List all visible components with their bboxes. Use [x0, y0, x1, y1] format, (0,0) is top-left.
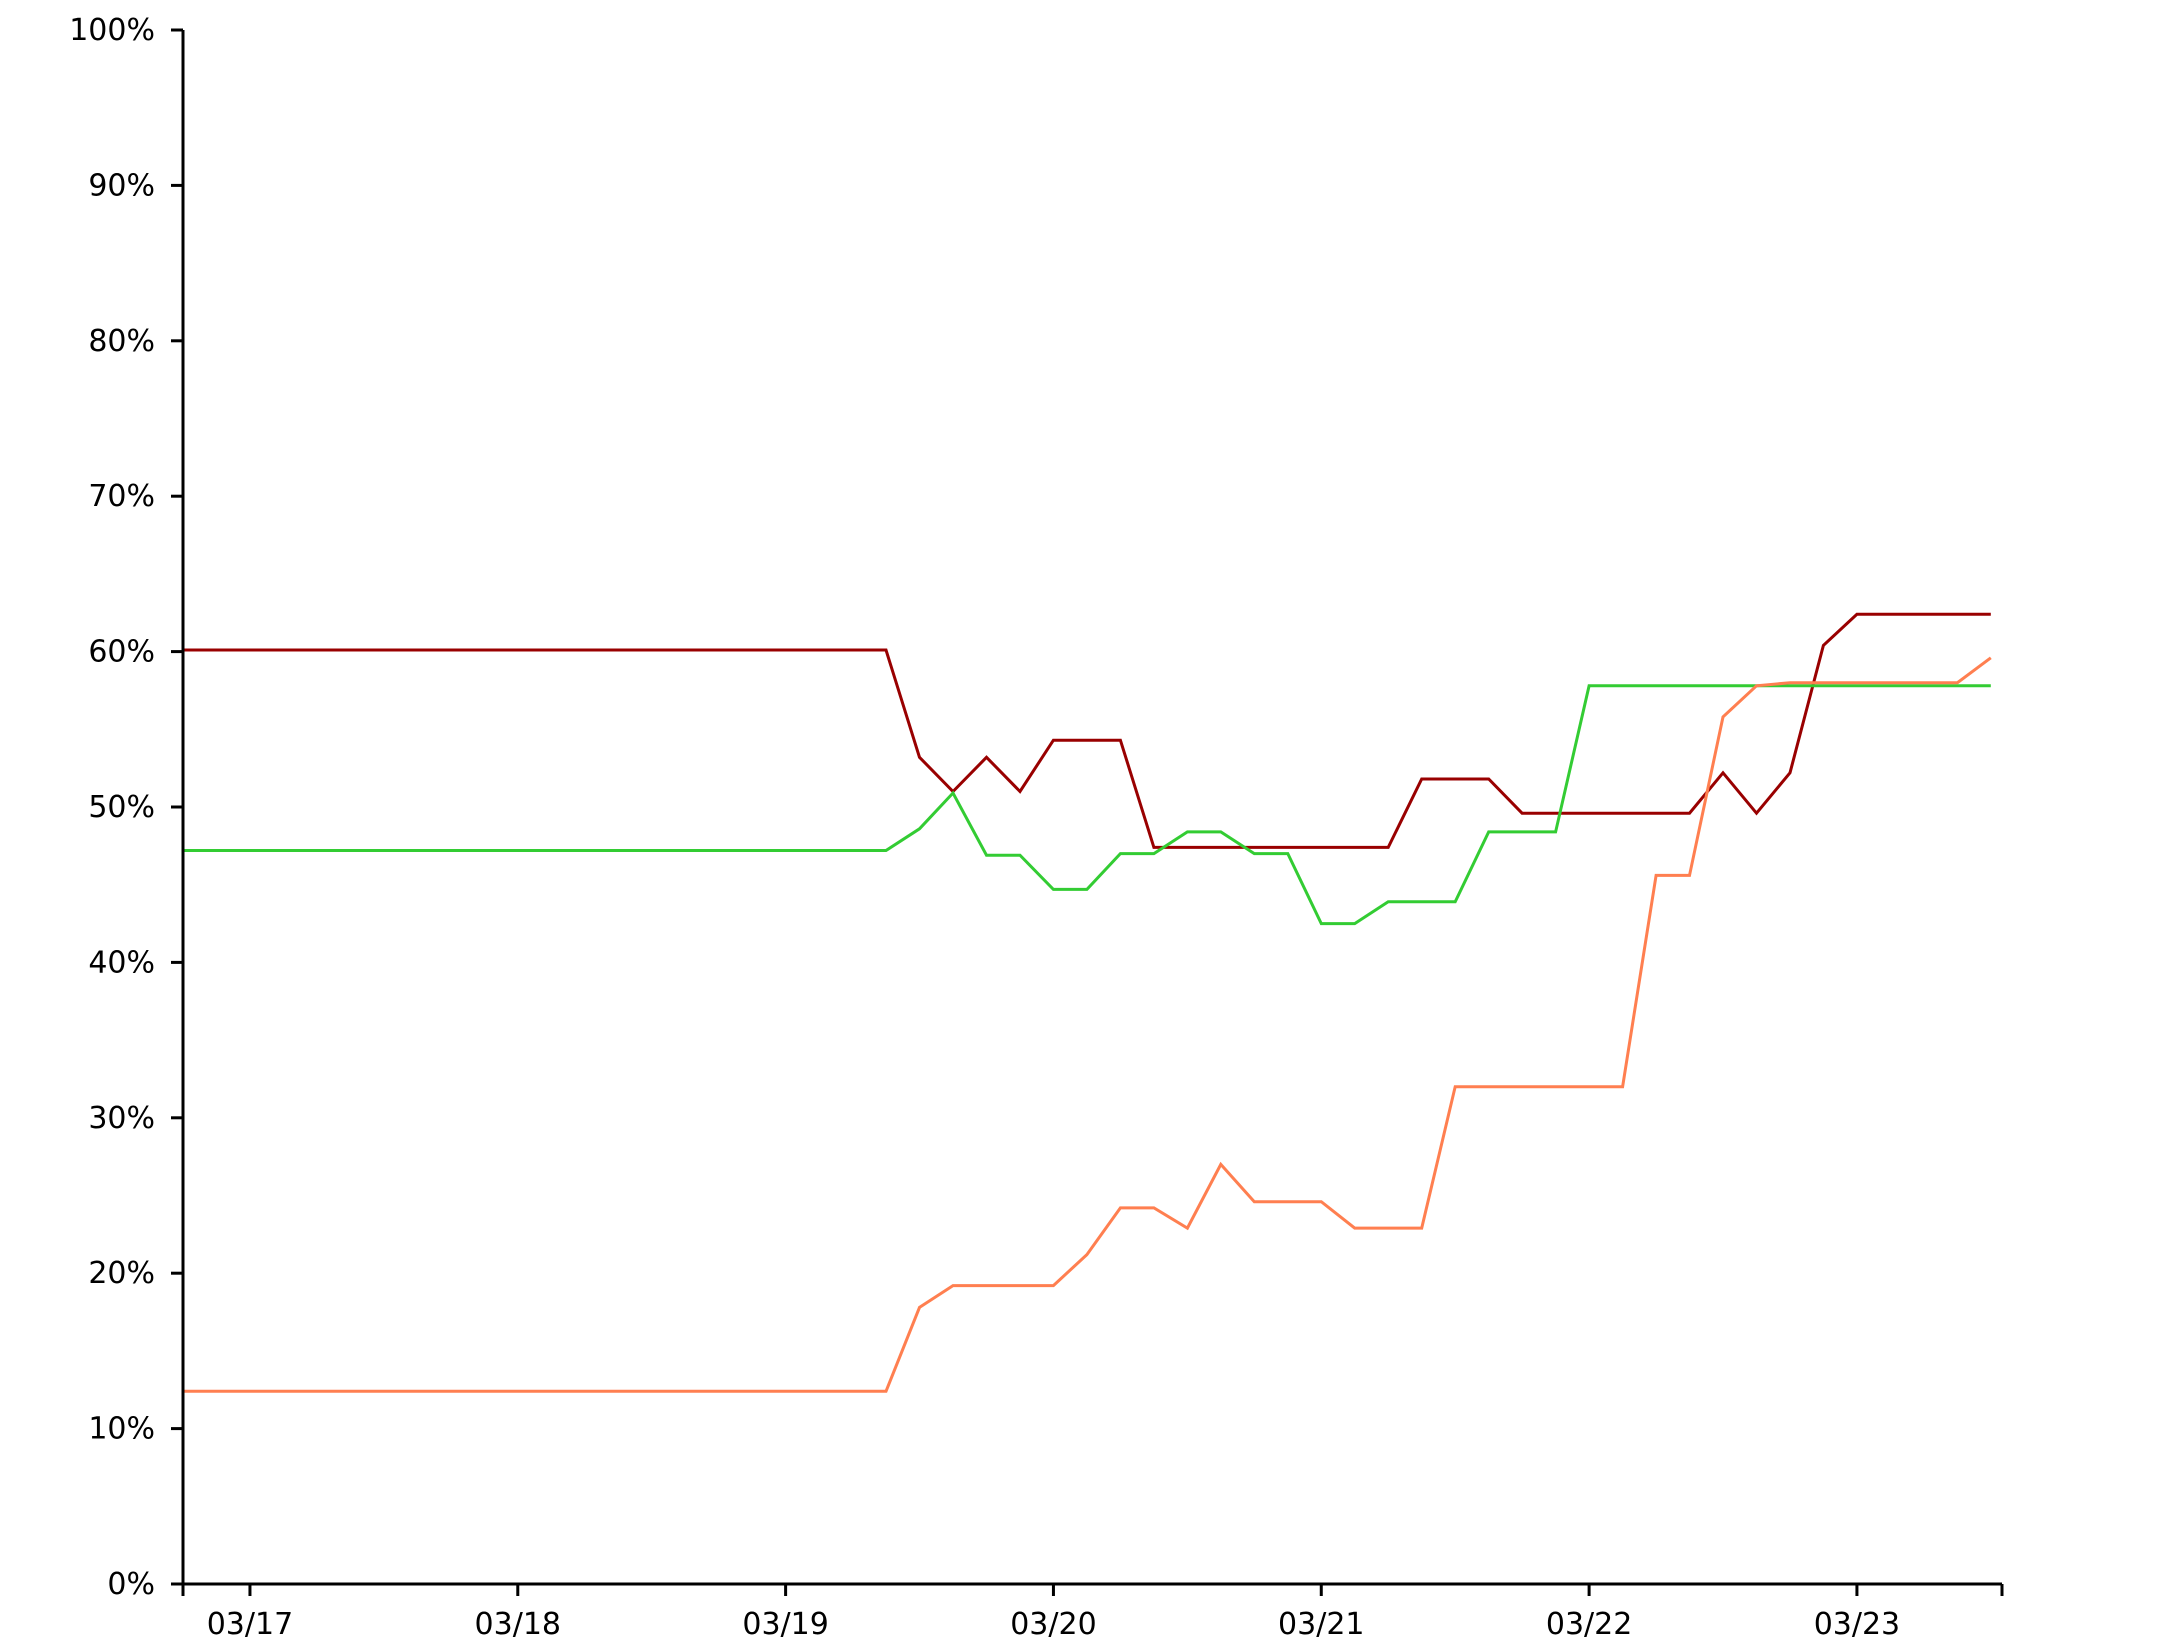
y-tick-label: 70% — [88, 479, 155, 514]
y-tick-label: 10% — [88, 1412, 155, 1447]
series-layer — [183, 612, 1992, 1393]
y-axis-ticks: 0% 10% 20% 30% 40% 50% 60% 70% 80% 90% 100% — [69, 13, 183, 1602]
y-tick-label: 90% — [88, 168, 155, 203]
x-tick-label: 03/18 — [475, 1607, 561, 1642]
series-line-1 — [183, 612, 1991, 849]
y-tick-label: 20% — [88, 1256, 155, 1291]
x-tick-label: 03/21 — [1278, 1607, 1364, 1642]
y-tick-label: 60% — [88, 635, 155, 670]
x-tick-label: 03/23 — [1814, 1607, 1900, 1642]
y-tick-label: 30% — [88, 1101, 155, 1136]
x-tick-label: 03/20 — [1010, 1607, 1096, 1642]
x-tick-label: 03/17 — [207, 1607, 293, 1642]
y-tick-label: 40% — [88, 945, 155, 980]
x-tick-label: 03/22 — [1546, 1607, 1632, 1642]
y-tick-label: 80% — [88, 324, 155, 359]
series-line-3 — [183, 656, 1992, 1393]
x-axis-ticks: 03/17 03/18 03/19 03/20 03/21 03/22 03/23 — [181, 1584, 2004, 1642]
y-tick-label: 50% — [88, 790, 155, 825]
y-tick-label: 0% — [107, 1567, 155, 1602]
y-tick-label: 100% — [69, 13, 155, 48]
axes-layer — [181, 30, 2002, 1586]
series-line-2 — [183, 684, 1991, 926]
x-tick-label: 03/19 — [742, 1607, 828, 1642]
